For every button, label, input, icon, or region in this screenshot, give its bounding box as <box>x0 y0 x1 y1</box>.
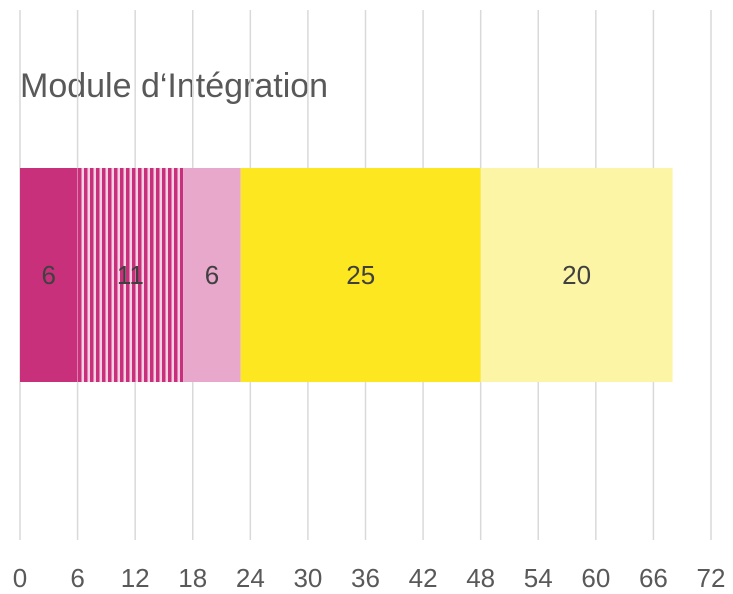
x-tick-label: 66 <box>639 563 668 593</box>
x-tick-label: 18 <box>178 563 207 593</box>
x-tick-label: 60 <box>581 563 610 593</box>
chart-title: Module d‘Intégration <box>20 67 328 105</box>
x-tick-label: 30 <box>293 563 322 593</box>
data-label: 20 <box>562 260 591 290</box>
bar-segment <box>77 168 184 382</box>
data-label: 11 <box>117 260 144 290</box>
bar-segment <box>240 168 481 382</box>
x-tick-label: 24 <box>236 563 265 593</box>
x-tick-label: 54 <box>524 563 553 593</box>
bar-segment <box>480 168 673 382</box>
x-tick-label: 72 <box>697 563 726 593</box>
x-tick-label: 42 <box>409 563 438 593</box>
x-tick-label: 48 <box>466 563 495 593</box>
bar-segment <box>183 168 241 382</box>
x-tick-label: 36 <box>351 563 380 593</box>
data-label: 6 <box>42 260 56 290</box>
x-tick-label: 12 <box>121 563 150 593</box>
x-tick-label: 6 <box>70 563 84 593</box>
data-label: 25 <box>346 260 375 290</box>
data-label: 6 <box>205 260 219 290</box>
x-tick-label: 0 <box>13 563 27 593</box>
bar-segment <box>20 168 78 382</box>
